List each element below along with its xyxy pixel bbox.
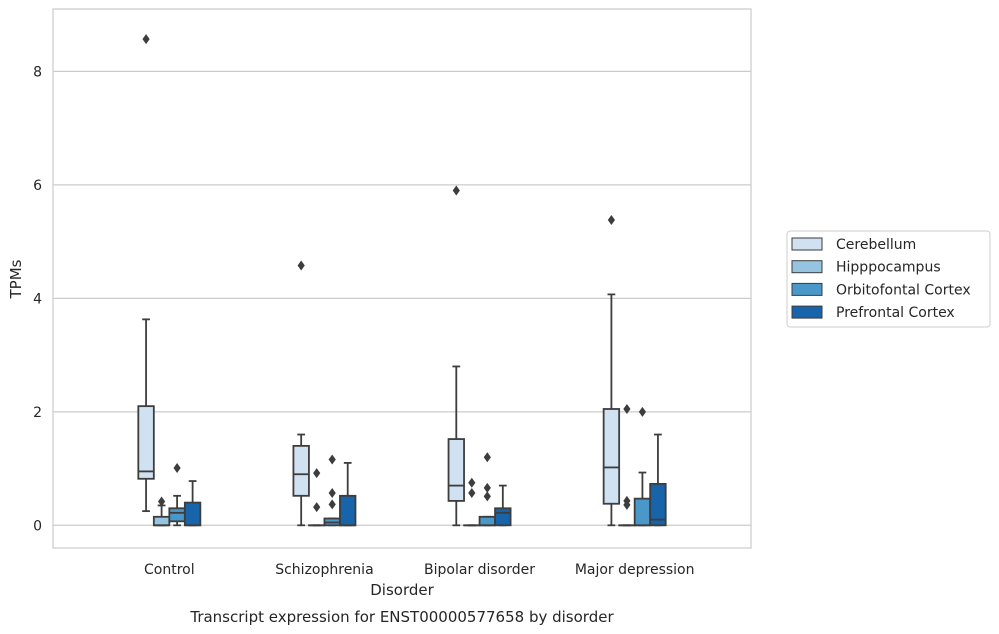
legend-frame: [786, 230, 991, 328]
box-orbitofontal-cortex: [323, 454, 341, 527]
box-orbitofontal-cortex: [168, 463, 186, 527]
y-tick-label: 0: [33, 518, 42, 534]
box-cerebellum: [292, 260, 310, 527]
outlier-point: [313, 468, 321, 479]
outlier-point: [328, 487, 336, 498]
legend-swatch: [791, 305, 823, 319]
outlier-point: [468, 487, 476, 498]
box-iqr: [152, 515, 171, 527]
outlier-point: [607, 215, 615, 226]
y-tick-label: 2: [33, 405, 42, 421]
outlier-point: [452, 185, 460, 196]
x-tick-label: Schizophrenia: [275, 562, 373, 578]
outlier-point: [142, 34, 150, 45]
box-prefrontal-cortex: [494, 484, 512, 527]
chart-caption: Transcript expression for ENST0000057765…: [189, 608, 614, 626]
box-iqr: [478, 515, 496, 527]
legend-swatch: [791, 237, 823, 251]
x-tick-label: Control: [144, 562, 195, 578]
box-orbitofontal-cortex: [478, 452, 496, 527]
box-iqr: [494, 507, 512, 527]
outlier-point: [623, 403, 631, 414]
plot-area-frame: [52, 8, 752, 549]
box-iqr: [447, 438, 465, 502]
x-tick-label: Major depression: [575, 562, 695, 578]
box-iqr: [633, 497, 652, 527]
box-iqr: [168, 507, 186, 523]
outlier-point: [623, 499, 631, 510]
legend-label: Prefrontal Cortex: [836, 305, 955, 321]
box-hipppocampus: [152, 496, 171, 527]
x-axis-ticks: Control Schizophrenia Bipolar disorder Majo…: [144, 562, 694, 578]
box-hipppocampus: [463, 477, 481, 527]
legend-label: Orbitofontal Cortex: [836, 282, 971, 298]
outlier-point: [483, 491, 491, 502]
box-prefrontal-cortex: [649, 433, 667, 527]
legend-label: Cerebellum: [836, 237, 916, 253]
outlier-point: [328, 454, 336, 465]
outlier-point: [313, 502, 321, 513]
box-iqr: [292, 444, 310, 497]
outlier-point: [328, 499, 336, 510]
y-axis-title: TPMs: [7, 259, 25, 299]
x-axis-title: Disorder: [370, 581, 434, 599]
legend-swatch: [791, 260, 823, 274]
outlier-point: [173, 463, 181, 474]
x-tick-label: Bipolar disorder: [424, 562, 535, 578]
box-cerebellum: [602, 215, 621, 527]
y-tick-label: 4: [33, 291, 42, 307]
legend: Cerebellum Hipppocampus Orbitofontal Corte…: [786, 230, 991, 328]
outlier-point: [483, 452, 491, 463]
box-prefrontal-cortex: [339, 461, 357, 527]
y-axis-ticks: 0 2 4 6 8: [33, 64, 42, 534]
box-groups: [137, 34, 667, 527]
box-iqr: [602, 408, 621, 505]
outlier-point: [638, 406, 647, 417]
box-cerebellum: [137, 34, 155, 513]
box-iqr: [137, 405, 155, 480]
outlier-point: [483, 482, 491, 493]
box-iqr: [339, 494, 357, 527]
box-prefrontal-cortex: [183, 480, 202, 527]
outlier-point: [157, 496, 166, 507]
box-iqr: [183, 501, 202, 527]
box-cerebellum: [447, 185, 465, 527]
legend-label: Hipppocampus: [836, 260, 941, 276]
y-tick-label: 6: [33, 178, 42, 194]
outlier-point: [297, 260, 305, 271]
box-hipppocampus: [618, 403, 636, 527]
legend-swatch: [791, 282, 823, 296]
box-iqr: [649, 482, 667, 527]
y-tick-label: 8: [33, 64, 42, 80]
outlier-point: [468, 477, 476, 488]
